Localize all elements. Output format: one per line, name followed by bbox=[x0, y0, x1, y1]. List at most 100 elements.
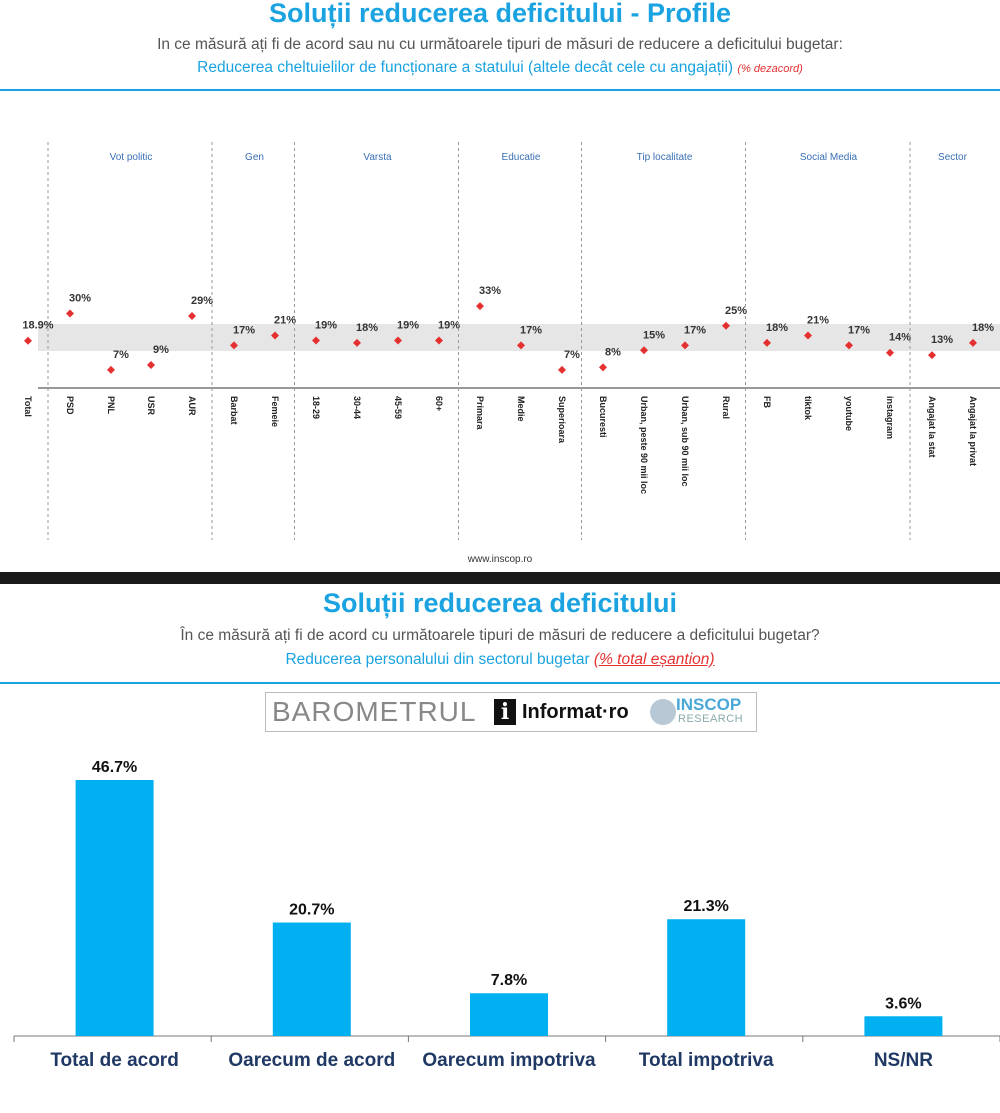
data-label-tiktok: 21% bbox=[807, 315, 829, 327]
bar-oarecum-impotriva bbox=[470, 993, 548, 1036]
category-label-fb: FB bbox=[762, 396, 772, 408]
profile-subtitle: In ce măsură ați fi de acord sau nu cu u… bbox=[157, 36, 843, 53]
profile-title: Soluții reducerea deficitului - Profile bbox=[268, 0, 732, 28]
category-label-medie: Medie bbox=[516, 396, 526, 422]
bar-value-label-total-de-acord: 46.7% bbox=[92, 759, 137, 776]
category-label-rural: Rural bbox=[721, 396, 731, 419]
data-label-18-29: 19% bbox=[315, 319, 337, 331]
data-label-total: 18.9% bbox=[22, 320, 53, 332]
data-point-60- bbox=[435, 336, 443, 345]
data-label-barbat: 17% bbox=[233, 324, 255, 336]
category-label-60-: 60+ bbox=[434, 396, 444, 411]
group-label-tip-localitate: Tip localitate bbox=[637, 152, 693, 163]
data-point-tiktok bbox=[804, 331, 812, 340]
inscop-circle-icon bbox=[650, 699, 676, 725]
category-label-45-59: 45-59 bbox=[393, 396, 403, 419]
bar-subtitle-measure: Reducerea personalului din sectorul buge… bbox=[0, 651, 1000, 669]
category-label-aur: AUR bbox=[187, 396, 197, 416]
inscop-wordmark: INSCOP bbox=[676, 695, 742, 714]
bar-measure-text: Reducerea personalului din sectorul buge… bbox=[285, 651, 590, 668]
profile-scatter-chart: 18.9% Total 30% PSD 7% PNL 9% USR 29% AUR Vot poli… bbox=[22, 142, 1000, 540]
data-label-psd: 30% bbox=[69, 293, 91, 305]
informat-wordmark: Informat·ro bbox=[522, 701, 629, 723]
data-point-total bbox=[24, 336, 32, 345]
bar-category-label-oarecum-impotriva: Oarecum impotriva bbox=[422, 1050, 596, 1071]
category-label-angajat-la-stat: Angajat la stat bbox=[927, 396, 937, 458]
category-label-psd: PSD bbox=[65, 396, 75, 415]
data-label-femeie: 21% bbox=[274, 315, 296, 327]
category-label-angajat-la-privat: Angajat la privat bbox=[968, 396, 978, 466]
category-label-total: Total bbox=[23, 396, 33, 417]
data-label-30-44: 18% bbox=[356, 322, 378, 334]
bar-subtitle: În ce măsură ați fi de acord cu următoar… bbox=[180, 627, 820, 644]
group-label-vot-politic: Vot politic bbox=[110, 152, 153, 163]
data-label-urban-peste-90-mii-loc: 15% bbox=[643, 329, 665, 341]
inscop-research-wordmark: RESEARCH bbox=[678, 713, 744, 725]
group-label-sector: Sector bbox=[938, 152, 968, 163]
bar-value-label-ns-nr: 3.6% bbox=[885, 995, 921, 1012]
data-point-urban-peste-90-mii-loc bbox=[640, 346, 648, 355]
category-label-30-44: 30-44 bbox=[352, 396, 362, 419]
data-point-18-29 bbox=[312, 336, 320, 345]
category-label-urban-sub-90-mii-loc: Urban, sub 90 mii loc bbox=[680, 396, 690, 487]
bar-value-label-total-impotriva: 21.3% bbox=[684, 898, 729, 915]
profile-panel: Soluții reducerea deficitului - Profile … bbox=[0, 0, 1000, 565]
data-point-bucuresti bbox=[599, 363, 607, 372]
data-point-urban-sub-90-mii-loc bbox=[681, 341, 689, 350]
data-label-pnl: 7% bbox=[113, 349, 129, 361]
data-label-usr: 9% bbox=[153, 344, 169, 356]
data-point-fb bbox=[763, 338, 771, 347]
category-label-18-29: 18-29 bbox=[311, 396, 321, 419]
data-point-usr bbox=[147, 360, 155, 369]
category-label-youtube: youtube bbox=[844, 396, 854, 431]
data-point-superioara bbox=[558, 365, 566, 374]
category-label-bucuresti: Bucuresti bbox=[598, 396, 608, 438]
barometrul-logo: BAROMETRUL i Informat·ro INSCOP RESEARCH bbox=[265, 692, 757, 732]
data-point-femeie bbox=[271, 331, 279, 340]
group-label-social-media: Social Media bbox=[800, 152, 858, 163]
data-point-psd bbox=[66, 309, 74, 318]
data-label-urban-sub-90-mii-loc: 17% bbox=[684, 324, 706, 336]
data-point-angajat-la-stat bbox=[928, 351, 936, 360]
group-label-varsta: Varsta bbox=[363, 152, 392, 163]
data-point-primara bbox=[476, 302, 484, 311]
website-label: www.inscop.ro bbox=[467, 554, 533, 565]
data-label-superioara: 7% bbox=[564, 349, 580, 361]
category-label-primara: Primara bbox=[475, 396, 485, 431]
category-label-instagram: instagram bbox=[885, 396, 895, 439]
data-point-medie bbox=[517, 341, 525, 350]
bar-ns-nr bbox=[864, 1016, 943, 1036]
data-label-aur: 29% bbox=[191, 295, 213, 307]
panel-separator bbox=[0, 572, 1000, 584]
data-label-angajat-la-privat: 18% bbox=[972, 322, 994, 334]
data-label-fb: 18% bbox=[766, 322, 788, 334]
bar-value-label-oarecum-impotriva: 7.8% bbox=[491, 972, 527, 989]
bar-value-label-oarecum-de-acord: 20.7% bbox=[289, 902, 334, 919]
bar-oarecum-de-acord bbox=[272, 922, 351, 1036]
data-label-60-: 19% bbox=[438, 319, 460, 331]
bar-title: Soluții reducerea deficitului bbox=[322, 588, 678, 618]
data-label-bucuresti: 8% bbox=[605, 346, 621, 358]
profile-measure-note: (% dezacord) bbox=[737, 63, 803, 75]
bar-chart: 46.7% Total de acord 20.7% Oarecum de acord… bbox=[13, 759, 1000, 1071]
data-label-angajat-la-stat: 13% bbox=[931, 334, 953, 346]
profile-header-rule bbox=[0, 89, 1000, 91]
data-label-instagram: 14% bbox=[889, 332, 911, 344]
data-point-aur bbox=[188, 311, 196, 320]
profile-measure-text: Reducerea cheltuielilor de funcționare a… bbox=[197, 59, 734, 76]
bar-category-label-oarecum-de-acord: Oarecum de acord bbox=[228, 1050, 395, 1071]
data-point-45-59 bbox=[394, 336, 402, 345]
category-label-pnl: PNL bbox=[106, 396, 116, 415]
data-label-rural: 25% bbox=[725, 305, 747, 317]
barometrul-wordmark: BAROMETRUL bbox=[272, 696, 477, 727]
data-point-rural bbox=[722, 321, 730, 330]
data-point-30-44 bbox=[353, 338, 361, 347]
category-label-urban-peste-90-mii-loc: Urban, peste 90 mii loc bbox=[639, 396, 649, 494]
data-label-youtube: 17% bbox=[848, 324, 870, 336]
profile-subtitle-measure: Reducerea cheltuielilor de funcționare a… bbox=[0, 59, 1000, 77]
data-label-primara: 33% bbox=[479, 285, 501, 297]
category-label-femeie: Femeie bbox=[270, 396, 280, 427]
data-point-barbat bbox=[230, 341, 238, 350]
bar-measure-note: (% total eșantion) bbox=[593, 651, 715, 668]
data-point-instagram bbox=[886, 348, 894, 357]
